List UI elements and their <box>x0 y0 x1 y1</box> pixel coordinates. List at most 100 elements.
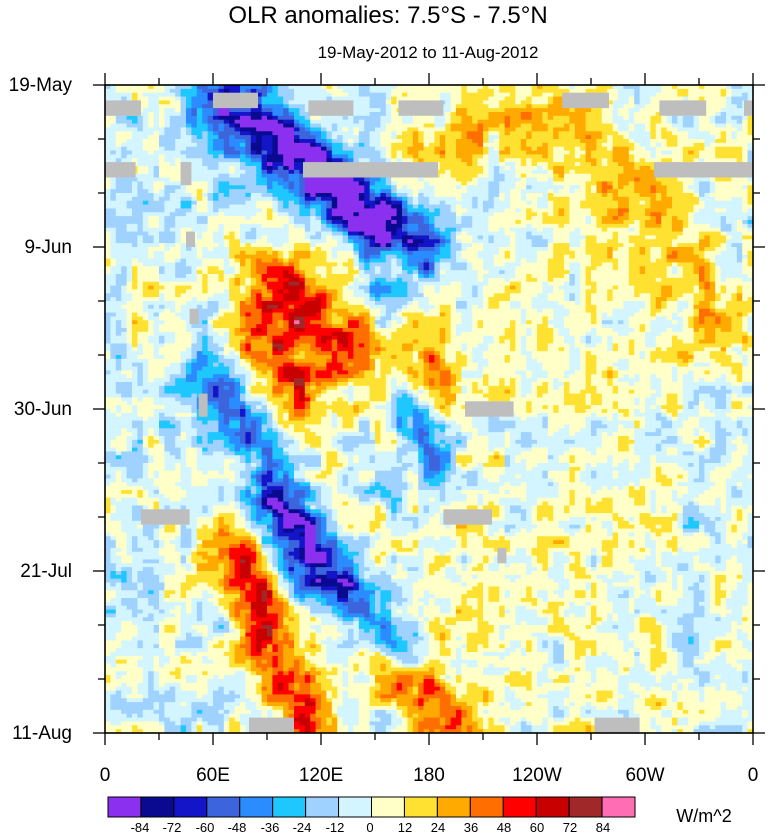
heatmap-cell <box>612 131 619 136</box>
heatmap-cell <box>385 220 392 225</box>
heatmap-cell <box>331 243 338 248</box>
heatmap-cell <box>531 223 538 229</box>
heatmap-cell <box>331 193 338 198</box>
heatmap-cell <box>429 88 435 94</box>
heatmap-cell <box>364 139 371 144</box>
heatmap-cell <box>310 181 317 186</box>
heatmap-cell <box>321 123 327 129</box>
heatmap-cell <box>164 204 171 210</box>
heatmap-cell <box>682 123 689 129</box>
heatmap-cell <box>488 216 495 221</box>
heatmap-cell <box>531 135 538 140</box>
heatmap-cell <box>547 173 554 179</box>
heatmap-cell <box>542 193 549 198</box>
heatmap-cell <box>628 131 635 136</box>
heatmap-cell <box>515 169 522 175</box>
heatmap-cell <box>580 208 587 213</box>
heatmap-cell <box>580 193 587 198</box>
heatmap-cell <box>472 220 479 225</box>
heatmap-cell <box>461 150 468 156</box>
heatmap-cell <box>358 85 365 90</box>
heatmap-cell <box>493 154 500 159</box>
heatmap-cell <box>666 193 673 198</box>
heatmap-cell <box>553 200 560 206</box>
heatmap-cell <box>720 85 727 90</box>
heatmap-cell <box>547 231 554 237</box>
heatmap-cell <box>720 131 727 136</box>
heatmap-cell <box>510 212 516 217</box>
heatmap-cell <box>526 115 533 121</box>
heatmap-cell <box>137 154 144 159</box>
heatmap-cell <box>742 212 749 217</box>
heatmap-cell <box>661 200 668 206</box>
heatmap-cell <box>466 112 473 117</box>
heatmap-cell <box>699 150 705 156</box>
heatmap-cell <box>628 96 635 102</box>
heatmap-cell <box>472 208 479 213</box>
heatmap-cell <box>639 108 646 113</box>
heatmap-cell <box>159 108 165 113</box>
heatmap-cell <box>461 112 468 117</box>
heatmap-cell <box>358 88 365 94</box>
heatmap-cell <box>412 235 419 240</box>
heatmap-cell <box>342 220 349 225</box>
heatmap-cell <box>348 158 354 163</box>
heatmap-cell <box>483 154 489 159</box>
heatmap-cell <box>515 119 522 125</box>
heatmap-cell <box>353 208 360 213</box>
heatmap-cell <box>650 142 657 148</box>
heatmap-cell <box>310 235 317 240</box>
heatmap-cell <box>267 92 273 98</box>
heatmap-cell <box>720 235 727 240</box>
heatmap-cell <box>504 200 511 206</box>
heatmap-cell <box>747 223 754 229</box>
heatmap-cell <box>288 193 295 198</box>
heatmap-cell <box>699 127 705 132</box>
heatmap-cell <box>234 166 241 171</box>
heatmap-cell <box>277 154 284 159</box>
heatmap-cell <box>531 169 538 175</box>
heatmap-cell <box>132 127 138 132</box>
heatmap-cell <box>326 223 333 229</box>
heatmap-cell <box>348 85 354 90</box>
heatmap-cell <box>321 235 327 240</box>
heatmap-cell <box>375 243 381 248</box>
heatmap-cell <box>153 220 160 225</box>
heatmap-cell <box>288 231 295 237</box>
heatmap-cell <box>250 173 257 179</box>
heatmap-cell <box>580 220 587 225</box>
heatmap-cell <box>601 146 608 152</box>
heatmap-cell <box>537 216 543 221</box>
heatmap-cell <box>466 166 473 171</box>
heatmap-cell <box>699 119 705 125</box>
heatmap-cell <box>267 208 273 213</box>
heatmap-cell <box>250 162 257 167</box>
heatmap-cell <box>353 135 360 140</box>
heatmap-cell <box>731 119 738 125</box>
heatmap-cell <box>655 150 662 156</box>
heatmap-cell <box>429 239 435 244</box>
heatmap-cell <box>223 139 230 144</box>
heatmap-cell <box>294 177 300 183</box>
heatmap-cell <box>418 223 425 229</box>
heatmap-cell <box>639 189 646 194</box>
heatmap-cell <box>628 127 635 132</box>
heatmap-cell <box>164 119 171 125</box>
heatmap-cell <box>655 123 662 129</box>
heatmap-cell <box>175 212 182 217</box>
heatmap-cell <box>110 216 117 221</box>
heatmap-cell <box>186 146 192 152</box>
heatmap-cell <box>196 123 203 129</box>
heatmap-cell <box>526 131 533 136</box>
heatmap-cell <box>537 146 543 152</box>
heatmap-cell <box>186 196 192 202</box>
heatmap-cell <box>542 220 549 225</box>
heatmap-cell <box>358 104 365 109</box>
heatmap-cell <box>105 220 111 225</box>
heatmap-cell <box>304 96 311 102</box>
heatmap-cell <box>682 96 689 102</box>
heatmap-cell <box>375 196 381 202</box>
heatmap-cell <box>132 92 138 98</box>
heatmap-cell <box>747 208 754 213</box>
heatmap-cell <box>591 119 597 125</box>
